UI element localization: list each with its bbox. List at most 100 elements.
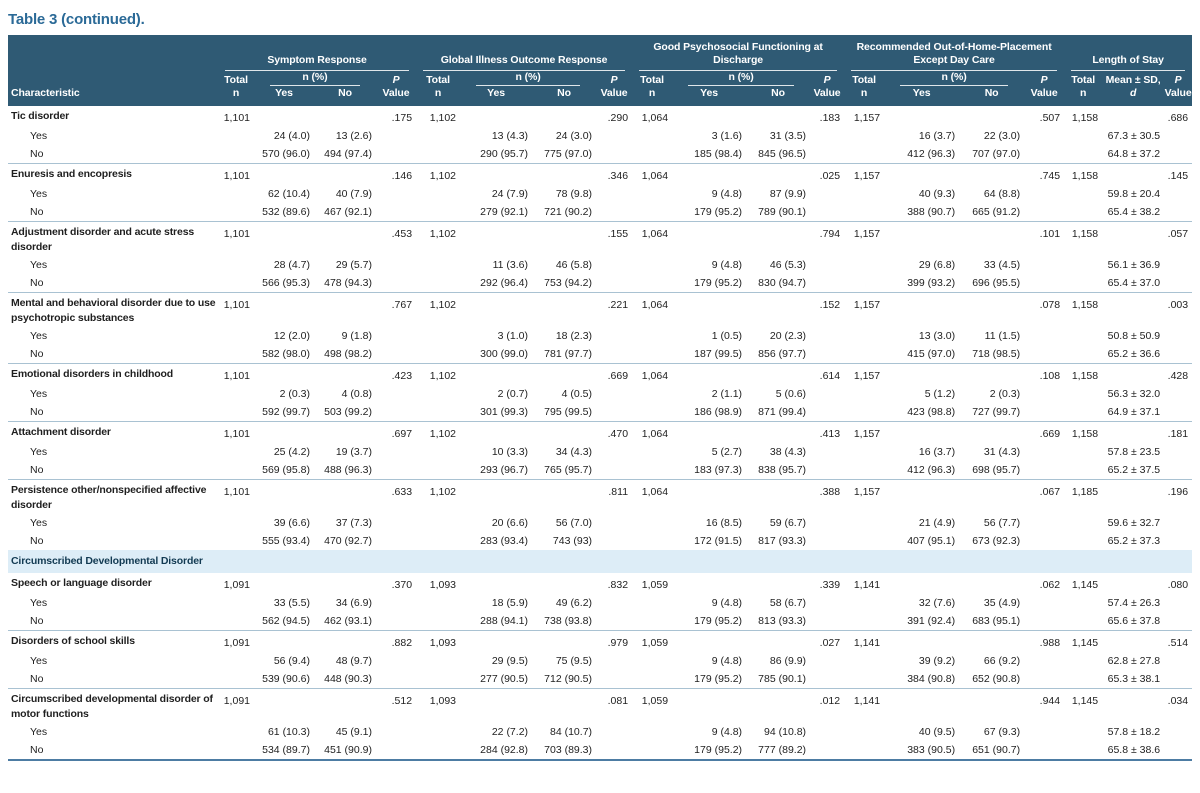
col-header-no: No bbox=[746, 87, 811, 106]
empty-cell bbox=[632, 256, 672, 274]
count-no-cell: 721 (90.2) bbox=[544, 206, 593, 218]
total-n-cell: 1,157 bbox=[853, 112, 881, 124]
empty-cell bbox=[1164, 723, 1192, 741]
header-yesno-row: Yes No Yes No Yes No Yes No bbox=[8, 87, 1192, 106]
empty-cell bbox=[632, 670, 672, 689]
characteristic-cell: Tic disorder bbox=[11, 110, 70, 122]
empty-cell bbox=[1064, 652, 1102, 670]
empty-cell bbox=[596, 532, 632, 550]
p-value-cell: .470 bbox=[596, 421, 633, 443]
characteristic-cell: Circumscribed developmental disorder of … bbox=[8, 688, 218, 723]
empty-cell bbox=[1164, 670, 1192, 689]
empty-cell bbox=[810, 514, 844, 532]
empty-cell bbox=[254, 292, 314, 327]
no-row: No 555 (93.4) 470 (92.7) 283 (93.4) 743 (93)… bbox=[8, 532, 1192, 550]
empty-cell bbox=[1164, 443, 1192, 461]
col-header-p-value: P Value bbox=[810, 71, 845, 106]
empty-cell bbox=[1024, 403, 1064, 422]
empty-cell bbox=[1164, 274, 1192, 293]
count-no-cell: 683 (95.1) bbox=[972, 615, 1021, 627]
count-no-cell: 830 (94.7) bbox=[758, 277, 807, 289]
empty-cell bbox=[532, 479, 597, 514]
table-header: Characteristic Symptom Response Global Ill… bbox=[8, 35, 1193, 106]
empty-cell bbox=[416, 612, 460, 631]
p-value-cell: .979 bbox=[596, 630, 633, 652]
empty-cell bbox=[844, 127, 884, 145]
empty-cell bbox=[218, 443, 254, 461]
count-yes-cell: 56 (9.4) bbox=[273, 655, 310, 667]
p-value-cell: .025 bbox=[810, 163, 845, 185]
disorder-row: Attachment disorder 1,101 .697 1,102 .470 1,0… bbox=[8, 421, 1193, 443]
count-no-cell: 94 (10.8) bbox=[764, 726, 807, 738]
count-yes-cell: 16 (3.7) bbox=[918, 130, 956, 142]
col-header-total-n: Total n bbox=[416, 71, 461, 106]
count-no-cell: 86 (9.9) bbox=[769, 655, 807, 667]
empty-cell bbox=[416, 274, 460, 293]
mean-sd-cell: 64.8 ± 37.2 bbox=[1107, 148, 1161, 160]
count-no-cell: 19 (3.7) bbox=[335, 446, 372, 458]
no-row: No 539 (90.6) 448 (90.3) 277 (90.5) 712 (90.… bbox=[8, 670, 1192, 689]
characteristic-column-header: Characteristic bbox=[8, 35, 218, 106]
empty-cell bbox=[416, 461, 460, 480]
col-header-p-value: P Value bbox=[1164, 71, 1193, 106]
empty-cell bbox=[810, 612, 844, 631]
empty-cell bbox=[884, 630, 960, 652]
empty-cell bbox=[632, 274, 672, 293]
empty-cell bbox=[1064, 327, 1102, 345]
empty-cell bbox=[596, 443, 632, 461]
empty-cell bbox=[959, 573, 1024, 594]
count-no-cell: 707 (97.0) bbox=[972, 148, 1021, 160]
empty-cell bbox=[218, 532, 254, 550]
empty-cell bbox=[1102, 630, 1165, 652]
empty-cell bbox=[254, 106, 314, 127]
empty-cell bbox=[532, 688, 597, 723]
p-value-cell: .034 bbox=[1164, 688, 1193, 723]
empty-cell bbox=[844, 723, 884, 741]
empty-cell bbox=[218, 652, 254, 670]
empty-cell bbox=[376, 532, 416, 550]
empty-cell bbox=[884, 479, 960, 514]
no-row: No 562 (94.5) 462 (93.1) 288 (94.1) 738 (93.… bbox=[8, 612, 1192, 631]
empty-cell bbox=[844, 256, 884, 274]
mean-sd-cell: 65.4 ± 37.0 bbox=[1107, 277, 1161, 289]
count-yes-cell: 33 (5.5) bbox=[273, 597, 310, 609]
total-n-cell: 1,093 bbox=[416, 688, 461, 723]
empty-cell bbox=[218, 670, 254, 689]
mean-sd-cell: 59.8 ± 20.4 bbox=[1107, 188, 1161, 200]
empty-cell bbox=[376, 741, 416, 760]
empty-cell bbox=[844, 274, 884, 293]
count-yes-cell: 32 (7.6) bbox=[918, 597, 956, 609]
count-yes-cell: 39 (9.2) bbox=[918, 655, 956, 667]
empty-cell bbox=[632, 327, 672, 345]
empty-cell bbox=[416, 723, 460, 741]
count-yes-cell: 384 (90.8) bbox=[907, 673, 956, 685]
count-yes-cell: 2 (1.1) bbox=[711, 388, 743, 400]
empty-cell bbox=[1064, 723, 1102, 741]
count-yes-cell: 391 (92.4) bbox=[907, 615, 956, 627]
count-no-cell: 59 (6.7) bbox=[769, 517, 807, 529]
subrow-label: No bbox=[30, 206, 44, 218]
col-header-n-pct: n (%) bbox=[460, 71, 597, 87]
count-no-cell: 494 (97.4) bbox=[324, 148, 372, 160]
column-group-header-3: Good Psychosocial Functioning at Dischar… bbox=[632, 35, 845, 71]
p-value-cell: .155 bbox=[596, 221, 633, 256]
empty-cell bbox=[314, 106, 376, 127]
mean-sd-cell: 65.4 ± 38.2 bbox=[1107, 206, 1161, 218]
total-n-cell: 1,091 bbox=[218, 688, 254, 723]
empty-cell bbox=[416, 345, 460, 364]
characteristic-cell: Disorders of school skills bbox=[8, 630, 218, 652]
count-no-cell: 31 (4.3) bbox=[983, 446, 1021, 458]
empty-cell bbox=[596, 723, 632, 741]
empty-cell bbox=[596, 145, 632, 164]
count-no-cell: 765 (95.7) bbox=[544, 464, 593, 476]
empty-cell bbox=[254, 363, 314, 385]
count-yes-cell: 412 (96.3) bbox=[907, 148, 956, 160]
total-n-cell: 1,145 bbox=[1064, 688, 1103, 723]
empty-cell bbox=[1164, 532, 1192, 550]
characteristic-cell: Persistence other/nonspecified affective… bbox=[8, 479, 218, 514]
col-header-n-pct: n (%) bbox=[254, 71, 376, 87]
count-yes-cell: 16 (3.7) bbox=[918, 446, 956, 458]
empty-cell bbox=[1164, 461, 1192, 480]
total-n-cell: 1,091 bbox=[218, 630, 254, 652]
col-header-yes: Yes bbox=[460, 87, 533, 106]
